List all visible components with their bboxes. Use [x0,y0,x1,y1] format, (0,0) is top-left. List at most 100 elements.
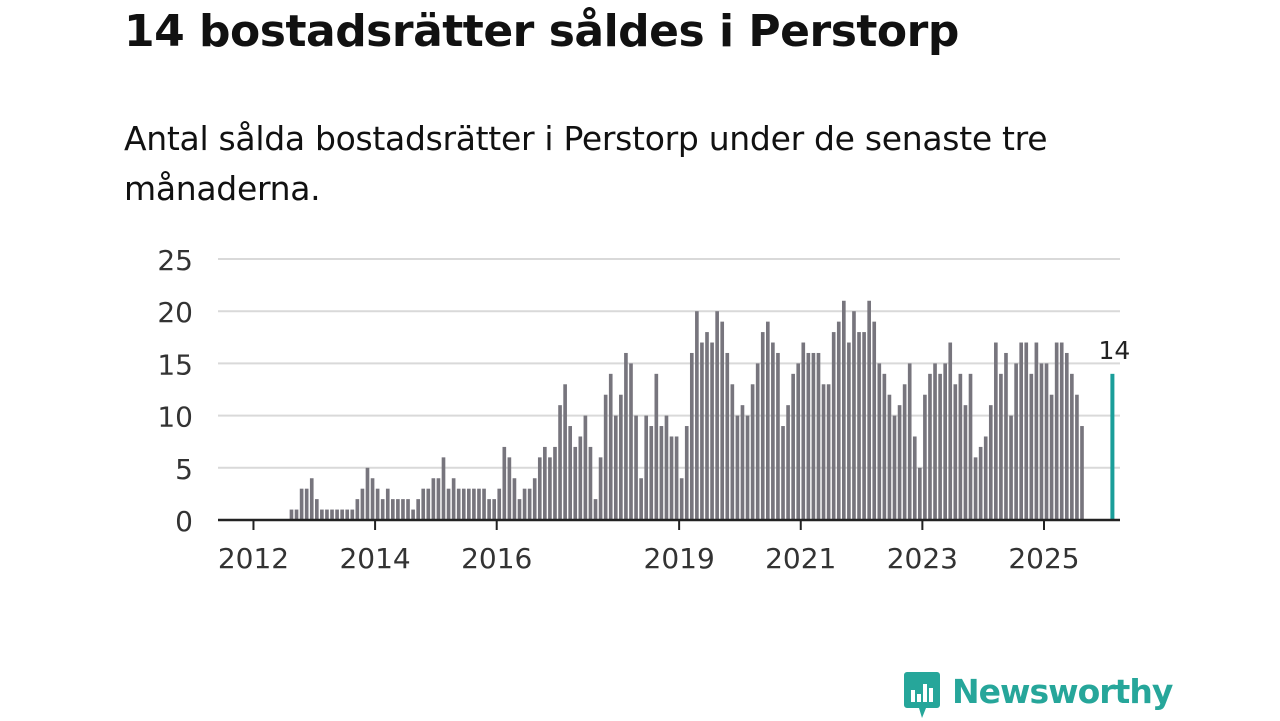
bar [446,488,451,520]
bar [710,342,714,520]
x-tick-label: 2012 [218,542,289,575]
chart-title: 14 bostadsrätter såldes i Perstorp [124,6,959,57]
bar [705,332,709,520]
bar [492,499,496,520]
bar [629,363,633,520]
bar [598,457,603,520]
bar [507,457,512,520]
bar [401,499,405,520]
bar [1029,373,1034,520]
bar [608,373,613,520]
bar [801,342,806,520]
bar [320,509,324,520]
bar [1024,342,1029,520]
x-tick-label: 2023 [887,542,958,575]
bar [573,446,578,520]
bar [831,332,836,520]
bar [588,446,593,520]
bar [299,488,304,520]
bar [872,321,877,520]
bar [1004,352,1008,520]
bar [999,373,1003,520]
bar [644,415,649,520]
bar [776,352,780,520]
bar [700,342,704,520]
bar [1014,363,1018,520]
bar [1009,415,1013,520]
bar [406,499,410,520]
bar [558,405,562,520]
bar [1054,342,1059,520]
bar [695,311,699,520]
bar [461,488,466,520]
bar [786,405,790,520]
bar [497,488,502,520]
x-tick-label: 2016 [461,542,532,575]
bar [983,436,988,520]
bar [1019,342,1024,520]
bar [360,488,365,520]
bar [527,488,532,520]
bar [988,405,993,520]
bar [619,394,623,520]
bar [411,509,415,520]
bar [918,467,922,520]
bar [923,394,927,520]
bar [882,373,887,520]
bar [725,352,730,520]
bar [745,415,750,520]
bar [755,363,760,520]
y-tick-label: 5 [175,453,193,486]
bar [294,509,299,520]
bar [1059,342,1064,520]
bar [953,384,958,520]
bar [1039,363,1044,520]
bar [816,352,821,520]
bar [456,488,461,520]
bar [335,509,339,520]
bar [467,488,471,520]
bar [877,363,882,520]
bar [760,332,765,520]
brand-name: Newsworthy [952,671,1173,711]
bar [669,436,674,520]
data-labels: 14 [1098,336,1130,365]
bar [421,488,426,520]
bar [548,457,552,520]
bar [654,373,659,520]
bar [578,436,583,520]
y-tick-label: 0 [175,505,193,538]
bar [1080,426,1084,520]
y-tick-label: 10 [157,401,193,434]
bar [482,488,486,520]
bar [487,499,491,520]
bar [943,363,947,520]
bar [396,499,400,520]
bar [553,446,557,520]
bar [765,321,770,520]
bar [451,478,456,520]
bar [543,446,547,520]
bar [385,488,390,520]
bars [289,300,1115,520]
bar [796,363,801,520]
bar [968,373,973,520]
bar [740,405,745,520]
bar [355,499,360,520]
newsworthy-brand[interactable]: Newsworthy [902,669,1173,721]
x-axis-ticks: 2012 2014 2016 2019 2021 2023 2025 [218,520,1080,575]
bar [477,488,481,520]
bar [978,446,983,520]
bar [380,499,385,520]
bar [958,373,963,520]
bar [1075,394,1079,520]
bar [634,415,638,520]
bar [537,457,542,520]
bar [563,384,567,520]
bar [659,426,664,520]
bar [892,415,897,520]
bar [370,478,375,520]
bar [684,426,689,520]
x-tick-label: 2019 [644,542,715,575]
